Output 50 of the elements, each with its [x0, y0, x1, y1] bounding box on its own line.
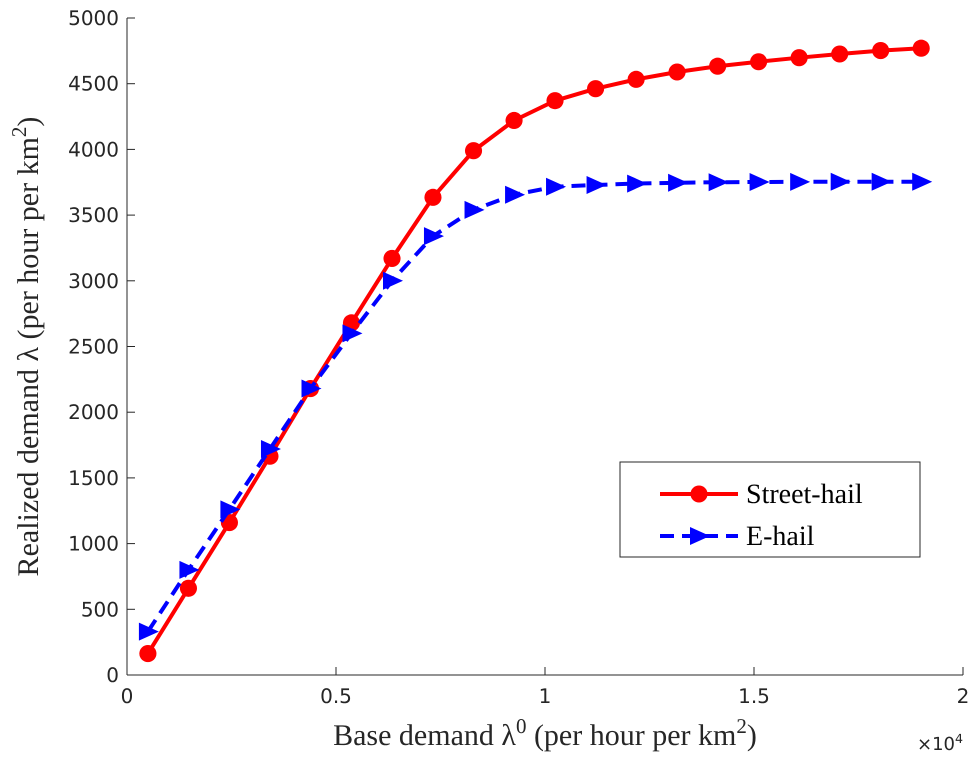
point — [546, 178, 566, 196]
x-tick-label: 2 — [956, 684, 970, 708]
point — [180, 580, 197, 597]
point — [790, 49, 808, 66]
y-tick-label: 3000 — [68, 268, 119, 293]
point — [830, 172, 851, 191]
point — [628, 70, 645, 88]
point — [138, 622, 159, 641]
y-tick-label: 2500 — [68, 334, 119, 358]
point — [506, 112, 523, 130]
point — [505, 186, 526, 204]
point — [546, 92, 564, 110]
point — [220, 500, 240, 518]
x-tick-label: 0 — [120, 684, 134, 708]
point — [179, 560, 200, 579]
point — [912, 172, 932, 191]
point — [260, 440, 281, 458]
point — [424, 188, 442, 206]
y-tick-label: 2000 — [68, 400, 119, 424]
point — [424, 227, 444, 246]
x-tick-label: 1.5 — [738, 684, 770, 708]
point — [750, 172, 770, 191]
x-axis-title: Base demand λ$^{0}$ (per hour per km$^{2}$) — [333, 714, 757, 752]
text: ×10$^{4}$ — [916, 730, 963, 755]
point — [342, 324, 362, 342]
y-tick-label: 5000 — [68, 6, 119, 30]
y-tick-label: 4000 — [68, 137, 119, 162]
legend-label: E-hail — [746, 521, 815, 552]
y-tick-label: 0 — [106, 663, 119, 687]
point — [587, 80, 604, 98]
point — [383, 272, 404, 290]
point — [831, 45, 848, 63]
point — [383, 250, 401, 267]
point — [464, 200, 485, 219]
point — [912, 40, 930, 57]
legend-label: Street-hail — [746, 479, 863, 510]
y-tick-label: 4500 — [68, 72, 119, 96]
y-tick-label: 1500 — [68, 466, 119, 490]
y-tick-label: 1000 — [68, 532, 119, 556]
point — [872, 42, 890, 60]
y-tick-label: 500 — [80, 597, 119, 622]
point — [668, 63, 686, 81]
point — [750, 53, 768, 70]
x-tick-label: 0.5 — [320, 684, 352, 708]
point — [139, 645, 156, 662]
y-tick-label: 3500 — [68, 203, 119, 228]
point — [790, 172, 810, 191]
point — [464, 142, 482, 160]
point — [709, 58, 726, 75]
x-tick-label: 1 — [538, 684, 552, 708]
